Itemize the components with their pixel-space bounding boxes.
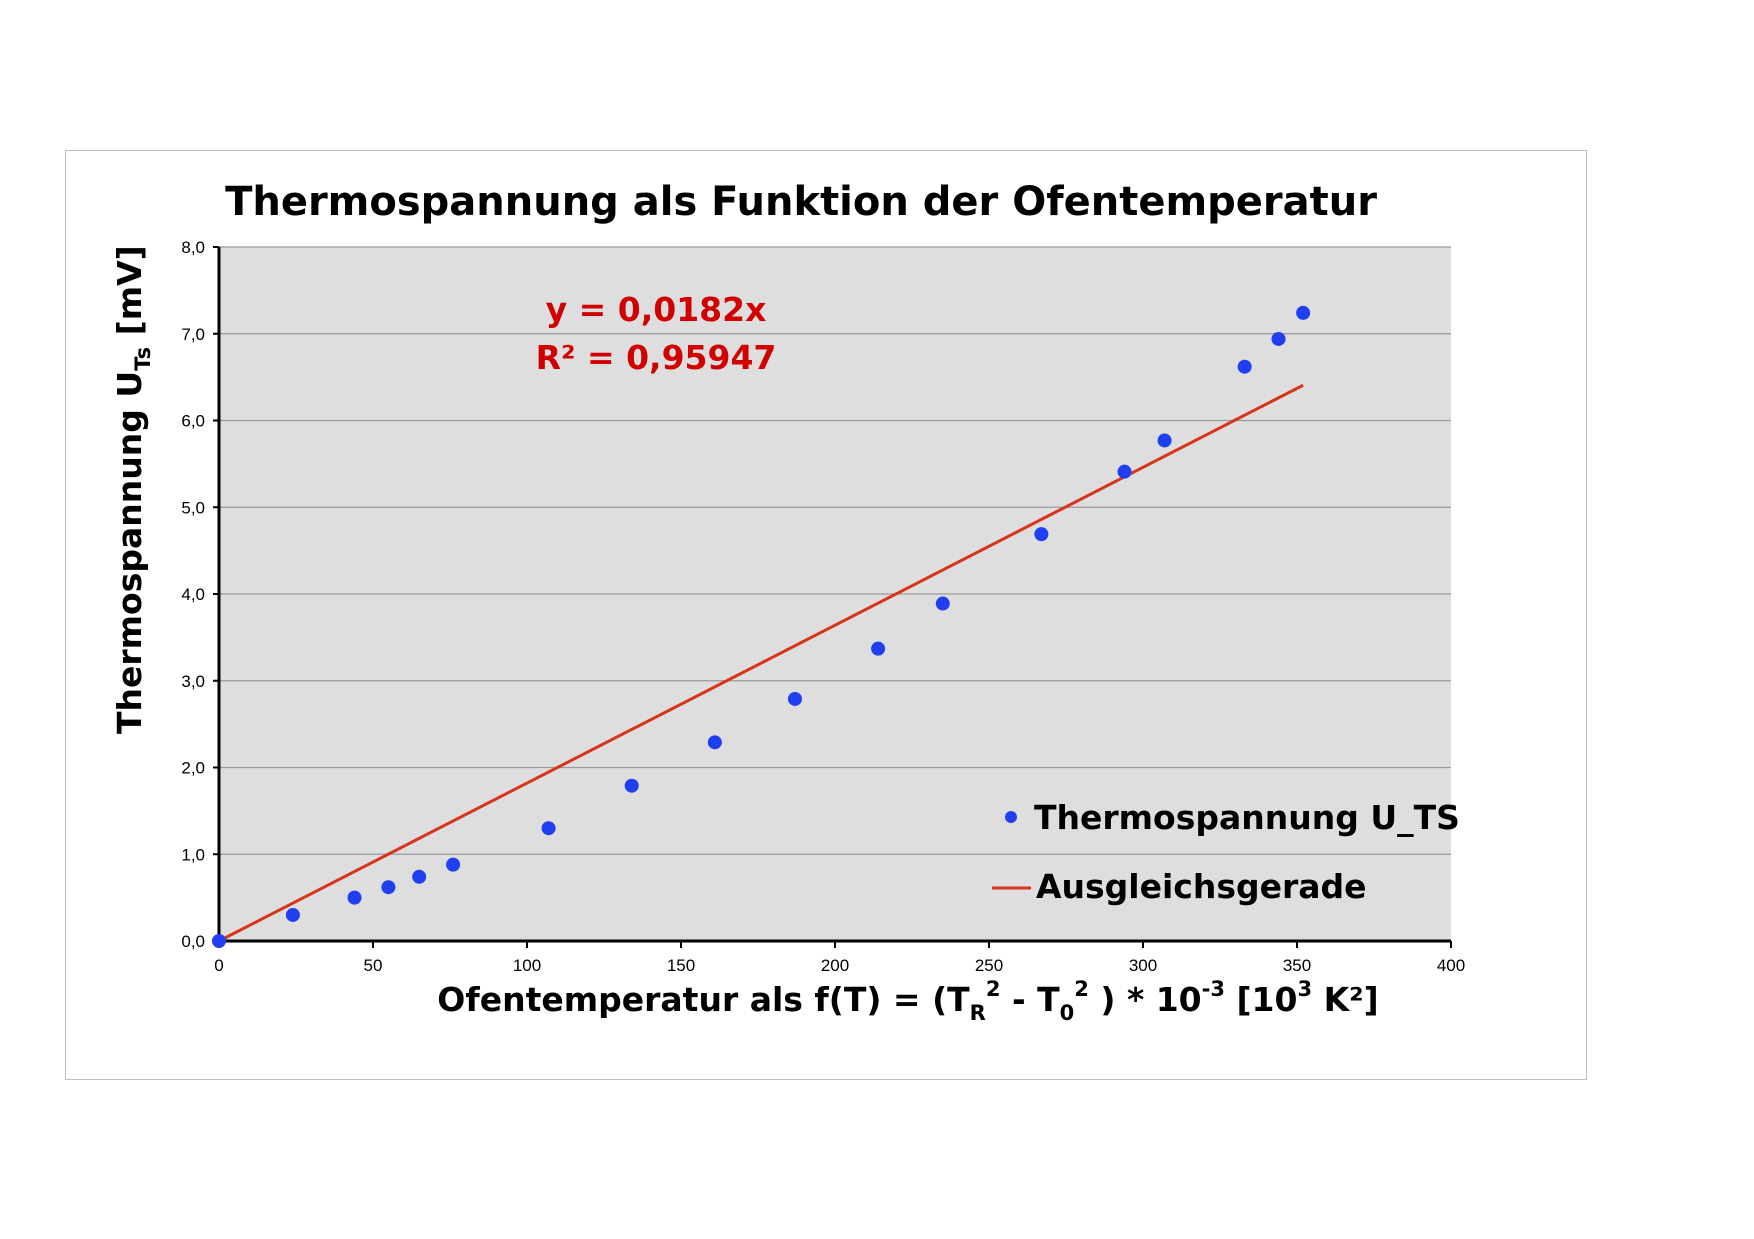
x-title-sub-0: 0 [1060,1001,1075,1025]
x-title-sup-2a: 2 [986,977,1001,1001]
y-tick-label: 0,0 [181,932,205,951]
data-point [412,869,427,884]
y-tick-label: 2,0 [181,759,205,778]
data-point [935,596,950,611]
data-point [541,821,556,836]
y-tick-label: 5,0 [181,498,205,517]
chart-svg: 0,0 1,0 2,0 3,0 4,0 5,0 6,0 7,0 8,0 0 50 100 150 200 2… [110,179,1465,1025]
ticks: 0,0 1,0 2,0 3,0 4,0 5,0 6,0 7,0 8,0 0 50 100 150 200 2… [181,238,1465,975]
y-axis-title: Thermospannung UTs [mV] [110,245,155,734]
data-point [624,778,639,793]
data-point [347,890,362,905]
data-point [285,907,300,922]
data-point [787,691,802,706]
x-tick-label: 150 [667,956,695,975]
y-axis-title-unit: [mV] [110,245,149,347]
x-title-unit-open: [10 [1225,980,1298,1019]
data-point [446,857,461,872]
x-tick-label: 200 [821,956,849,975]
x-tick-label: 50 [364,956,383,975]
x-tick-label: 100 [513,956,541,975]
grid-lines [219,246,1451,855]
x-title-sup-3: 3 [1297,977,1312,1001]
legend-line-label: Ausgleichsgerade [1036,867,1367,906]
y-tick-label: 8,0 [181,238,205,257]
x-title-sub-r: R [970,1001,986,1025]
y-axis-title-main: Thermospannung U [110,371,149,734]
chart-frame: 0,0 1,0 2,0 3,0 4,0 5,0 6,0 7,0 8,0 0 50 100 150 200 2… [65,150,1587,1080]
x-title-main: Ofentemperatur als f(T) = (T [437,980,970,1019]
x-title-tail: ) * 10 [1089,980,1202,1019]
x-title-mid: - T [1000,980,1060,1019]
y-axis-title-sub: Ts [131,347,155,371]
x-title-sup-2b: 2 [1074,977,1089,1001]
legend-scatter-label: Thermospannung U_TS [1034,798,1460,837]
data-points [212,305,1311,948]
r-squared-label: R² = 0,95947 [536,338,777,377]
data-point [1117,464,1132,479]
y-tick-label: 7,0 [181,325,205,344]
x-title-unit-k: K²] [1312,980,1379,1019]
x-tick-label: 350 [1283,956,1311,975]
y-tick-label: 3,0 [181,672,205,691]
x-tick-label: 400 [1437,956,1465,975]
legend: Thermospannung U_TS Ausgleichsgerade [992,798,1460,906]
data-point [1271,331,1286,346]
data-point [1034,527,1049,542]
x-tick-label: 300 [1129,956,1157,975]
x-axis-title: Ofentemperatur als f(T) = (TR2 - T02 ) *… [437,977,1378,1025]
y-tick-label: 1,0 [181,845,205,864]
y-tick-label: 4,0 [181,585,205,604]
data-point [1296,305,1311,320]
data-point [1237,359,1252,374]
y-tick-label: 6,0 [181,412,205,431]
x-tick-label: 250 [975,956,1003,975]
data-point [1157,433,1172,448]
x-title-sup-m3: -3 [1202,977,1225,1001]
legend-scatter-marker [1005,811,1017,823]
data-point [381,880,396,895]
x-tick-label: 0 [214,956,223,975]
equation-label: y = 0,0182x [546,290,767,329]
chart-title: Thermospannung als Funktion der Ofentemp… [225,179,1377,225]
data-point [707,735,722,750]
data-point [871,641,886,656]
data-point [212,934,226,948]
